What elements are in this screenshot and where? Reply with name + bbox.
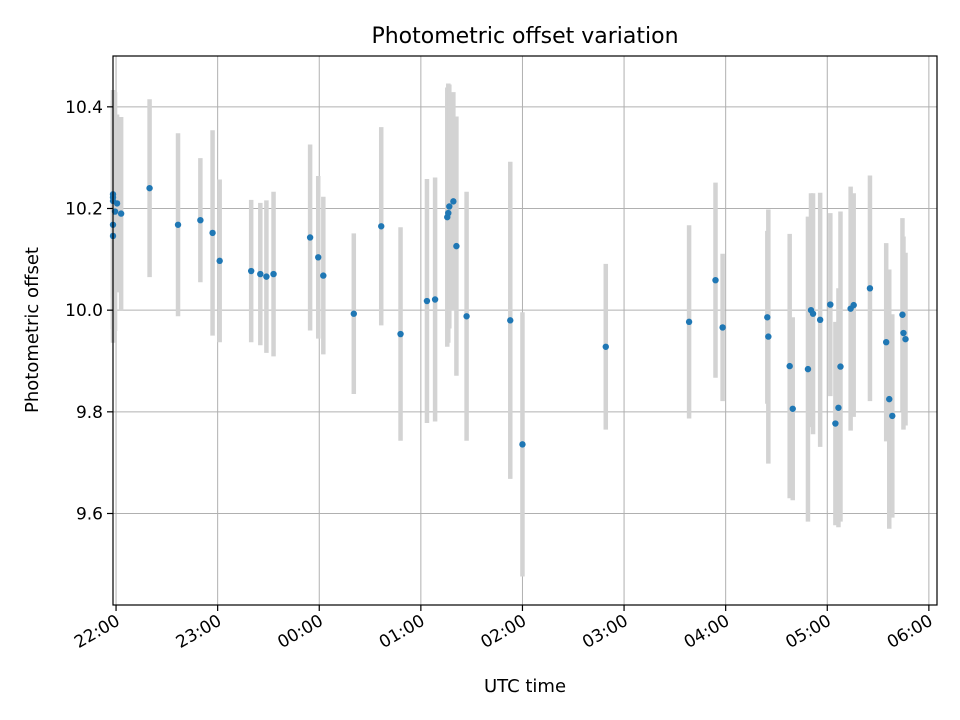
data-point (445, 209, 452, 217)
x-axis-label: UTC time (484, 676, 566, 697)
data-point (902, 335, 909, 343)
data-point (789, 405, 796, 412)
data-point (899, 311, 906, 318)
y-tick-label: 10.4 (65, 98, 103, 118)
data-point (827, 301, 834, 308)
data-point (719, 324, 726, 331)
data-point (882, 338, 890, 346)
y-axis-label: Photometric offset (22, 247, 43, 413)
y-tick-label: 9.6 (76, 505, 103, 525)
data-point (809, 310, 817, 317)
data-point (765, 333, 772, 340)
data-point (113, 200, 121, 207)
data-point (350, 310, 357, 317)
data-point (263, 273, 270, 280)
y-tick-label: 10.2 (65, 200, 103, 220)
data-point (463, 313, 470, 320)
y-tick-label: 10.0 (65, 301, 103, 321)
data-point (816, 316, 824, 324)
data-point (837, 363, 844, 370)
data-point (431, 296, 439, 303)
data-point (423, 297, 431, 305)
data-point (453, 242, 460, 250)
data-point (397, 330, 404, 338)
data-point (306, 234, 314, 241)
data-point (315, 254, 322, 261)
data-point (209, 229, 216, 237)
data-point (866, 285, 874, 292)
data-point (446, 203, 453, 210)
data-point (174, 221, 182, 228)
point-layer (109, 184, 909, 448)
data-point (685, 318, 693, 326)
data-point (832, 420, 839, 427)
chart-title: Photometric offset variation (371, 24, 678, 49)
data-point (450, 198, 457, 205)
data-point (712, 276, 719, 284)
data-point (602, 343, 609, 350)
data-point (320, 272, 327, 279)
data-point (378, 223, 385, 230)
data-point (786, 362, 793, 370)
data-point (835, 404, 842, 411)
data-point (850, 301, 857, 309)
data-point (257, 270, 264, 278)
data-point (507, 317, 514, 324)
data-point (519, 441, 526, 448)
data-point (270, 270, 277, 278)
data-point (889, 412, 896, 420)
data-point (247, 267, 255, 275)
data-point (216, 257, 223, 265)
data-point (764, 314, 771, 321)
data-point (146, 184, 153, 192)
y-tick-label: 9.8 (76, 403, 103, 423)
data-point (117, 210, 125, 217)
plot-frame (112, 55, 938, 606)
data-point (900, 329, 907, 337)
data-point (804, 365, 812, 373)
data-point (886, 395, 893, 403)
data-point (197, 216, 204, 224)
